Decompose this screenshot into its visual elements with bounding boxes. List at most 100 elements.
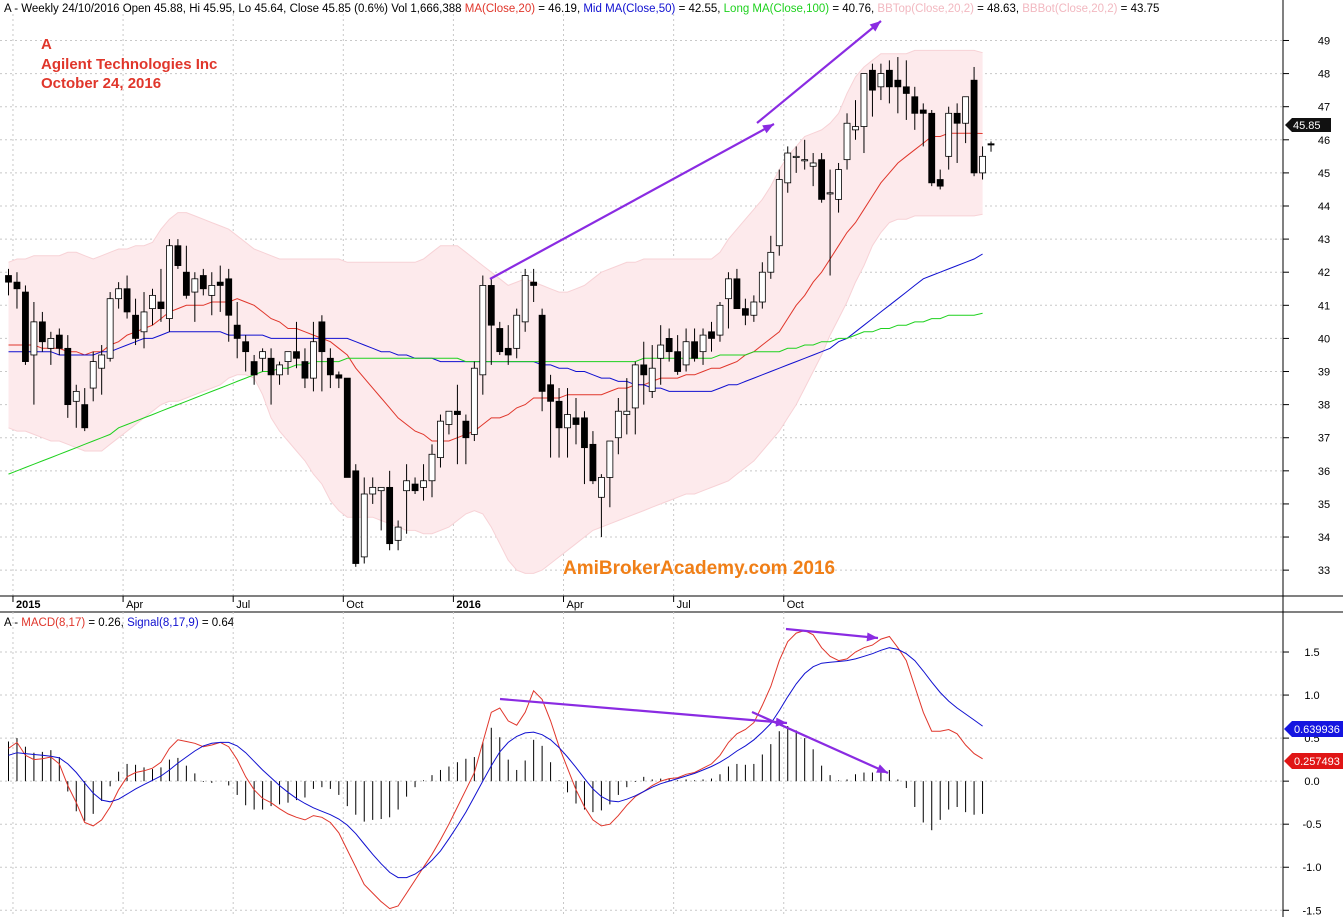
candle [55,328,63,355]
date-label: Oct [346,599,363,611]
date-label: Jul [677,599,691,611]
ma100-line [8,312,983,475]
candle [987,141,995,152]
candle [470,361,478,442]
price-tick-label: 33 [1318,565,1330,577]
divergence-arrow-3 [751,710,889,775]
candle [530,268,538,302]
candle [326,348,334,389]
candle [191,272,199,322]
candle [352,464,360,567]
candle [699,328,707,365]
macd-line [8,629,983,910]
header-bbtop-value: = 48.63, [974,3,1022,15]
macd-tick-label: 1.5 [1304,647,1319,659]
candle [310,321,317,392]
date-label: Apr [126,599,143,611]
candle [98,345,106,395]
trend-arrow-2 [756,20,882,124]
candle [72,384,80,428]
candle [538,308,546,412]
bb-bottom-line [8,213,983,574]
macd-tick-label: 1.0 [1304,690,1319,702]
candle [843,113,851,170]
candle [733,268,741,310]
candle [233,302,241,359]
price-header: A - Weekly 24/10/2016 Open 45.88, Hi 45.… [4,3,1159,15]
candle [945,106,953,170]
candle [343,377,351,478]
macd-value-marker: 0.257493 [1284,753,1343,769]
macd-tick-label: 0.0 [1304,776,1319,788]
candle [885,60,893,104]
candle [962,96,970,144]
header-info: A - Weekly 24/10/2016 Open 45.88, Hi 45.… [4,3,465,15]
candle [140,292,148,349]
candle [225,268,233,342]
macd-tick-label: -1.0 [1303,862,1322,874]
candle [487,278,495,365]
macd-tick-label: -1.5 [1303,905,1322,917]
signal-value-marker: 0.639936 [1284,721,1343,737]
header-bbtop-label: BBTop(Close,20,2) [877,3,974,15]
header-ma50-value: = 42.55, [675,3,723,15]
candle [5,268,12,296]
header-ma100-label: Long MA(Close,100) [724,3,830,15]
candle [598,474,605,538]
candle [758,262,766,309]
date-label: Oct [787,599,804,611]
candle [521,268,529,332]
price-tick-label: 44 [1318,201,1330,213]
candle [293,321,300,369]
candle [276,361,283,385]
candle [665,328,673,362]
header-ma50-label: Mid MA(Close,50) [583,3,675,15]
date-label: Apr [567,599,584,611]
date-label: Jul [236,599,250,611]
candle [242,335,250,372]
chart-date: October 24, 2016 [41,75,161,92]
candle [504,325,512,365]
candle [648,345,656,398]
candle [89,351,97,402]
candle [919,103,927,147]
candle [581,411,588,485]
candle [462,414,470,465]
candle [513,308,521,359]
macd-marker-value: 0.257493 [1294,756,1340,768]
candle [640,341,648,405]
header-bbbot-label: BBBot(Close,20,2) [1022,3,1117,15]
candle [716,302,724,342]
candle [22,285,29,365]
candle [149,288,156,326]
candle [869,63,876,117]
candle [411,477,419,494]
candle [894,57,902,114]
candle [902,60,910,120]
candle [809,153,817,187]
watermark: AmiBrokerAcademy.com 2016 [563,558,835,579]
symbol-ticker: A [41,36,52,53]
price-tick-label: 34 [1318,532,1330,544]
candle [775,169,783,256]
candle [555,388,563,458]
price-tick-label: 37 [1318,433,1330,445]
candle [301,348,309,389]
candle [394,520,402,551]
macd-header-value: = 0.26, [85,617,127,629]
candle [81,388,89,432]
candle [157,268,165,322]
last-price-marker: 45.85 [1285,118,1331,132]
candle [589,431,597,485]
candle [708,321,715,352]
candle [47,331,55,365]
candle [979,146,986,180]
candle [377,486,385,531]
header-ma20-label: MA(Close,20) [465,3,535,15]
candle [369,477,377,504]
candle [496,321,504,355]
price-tick-label: 47 [1318,102,1330,114]
candle [64,335,72,418]
